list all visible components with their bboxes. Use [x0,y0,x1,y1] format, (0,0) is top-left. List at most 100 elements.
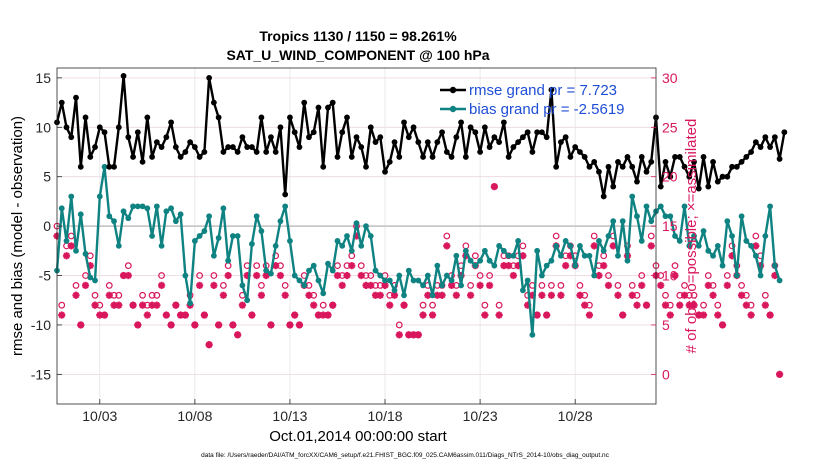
rmse-point [287,114,293,121]
rmse-point [662,158,669,165]
bias-point [401,292,407,299]
assimilated-obs-marker [357,271,365,280]
rmse-point [638,154,645,160]
bias-point [125,215,132,222]
bias-point [134,203,141,210]
rmse-point [339,129,346,136]
rmse-point [581,154,588,160]
rmse-point [462,154,469,160]
bias-point [258,228,265,234]
assimilated-obs-marker [680,291,689,299]
rmse-point [738,158,745,165]
bias-point [82,250,89,257]
assimilated-obs-marker [291,311,299,319]
bias-point [743,238,750,244]
bias-line [55,165,781,336]
rmse-point [201,149,208,155]
bias-point [486,257,493,264]
bias-point [115,242,122,249]
assimilated-obs-marker [476,281,484,290]
bias-point [111,218,117,225]
bias-point [272,242,279,249]
rmse-point [434,139,441,146]
rmse-point [310,129,317,136]
possible-obs-marker [105,282,113,289]
bias-point [415,277,422,284]
rmse-point [681,163,688,170]
rmse-point [401,119,407,126]
rmse-point [125,134,132,141]
bias-point [63,238,70,244]
assimilated-obs-marker [400,301,408,309]
bias-point [201,228,208,234]
assimilated-obs-marker [157,281,166,290]
rmse-point [743,154,750,160]
possible-obs-marker [462,242,470,250]
y-tick-label: -15 [31,366,51,382]
x-tick-label: 10/23 [463,408,498,424]
bias-point [220,205,227,212]
bias-point [253,213,260,220]
bias-point [68,193,75,200]
rmse-point [600,193,607,200]
rmse-point [320,163,327,170]
rmse-point [714,178,721,185]
bias-point [515,238,522,244]
assimilated-obs-marker [210,281,218,290]
possible-obs-marker [429,301,436,309]
bias-point [591,272,598,279]
bias-point [586,252,593,259]
rmse-point [615,158,621,165]
rmse-point [491,134,498,141]
rmse-series [54,73,788,200]
possible-obs-marker [647,232,655,240]
rmse-point [672,154,678,160]
rmse-point [567,154,574,160]
possible-obs-marker [723,272,731,279]
possible-obs-marker [334,262,341,270]
bias-point [477,257,484,264]
bias-point [624,257,631,264]
rmse-point [111,163,117,170]
rmse-point [586,163,593,170]
rmse-point [648,158,655,165]
bias-point [577,242,583,249]
rmse-point [667,173,674,180]
possible-obs-marker [395,321,403,329]
assimilated-obs-marker [67,242,75,250]
possible-obs-marker [590,232,598,240]
assimilated-obs-marker [547,291,556,299]
possible-obs-marker [662,291,669,299]
bias-point [325,260,331,267]
rmse-point [258,114,265,121]
y2-axis-label: # of obs: o=possible; ×=assimilated [683,119,700,354]
legend-bias-label: bias grand pr = -2.5619 [469,101,625,118]
assimilated-obs-marker [129,301,137,309]
rmse-point [396,154,403,160]
assimilated-obs-marker [699,311,708,319]
assimilated-obs-marker [395,331,403,339]
possible-obs-marker [761,291,769,299]
bias-point [548,257,555,264]
bias-point [282,203,289,210]
rmse-point [249,144,255,150]
bias-point [596,238,602,244]
rmse-point [101,129,108,136]
y2-tick-label: 10 [662,268,678,284]
bias-point [710,252,716,259]
rmse-point [291,129,298,136]
assimilated-obs-marker [162,311,170,319]
rmse-point [163,134,170,141]
x-axis-label: Oct.01,2014 00:00:00 start [269,428,447,445]
bias-point [505,252,512,259]
chart-title: Tropics 1130 / 1150 = 98.261% [259,28,457,44]
y-tick-label: 10 [35,119,51,135]
possible-obs-marker [224,262,232,270]
bias-point [695,242,702,249]
assimilated-obs-marker [105,291,113,299]
assimilated-obs-marker [443,242,451,250]
assimilated-obs-marker [490,182,498,191]
bias-point [700,228,707,234]
rmse-point [301,99,308,106]
bias-point [776,277,783,284]
